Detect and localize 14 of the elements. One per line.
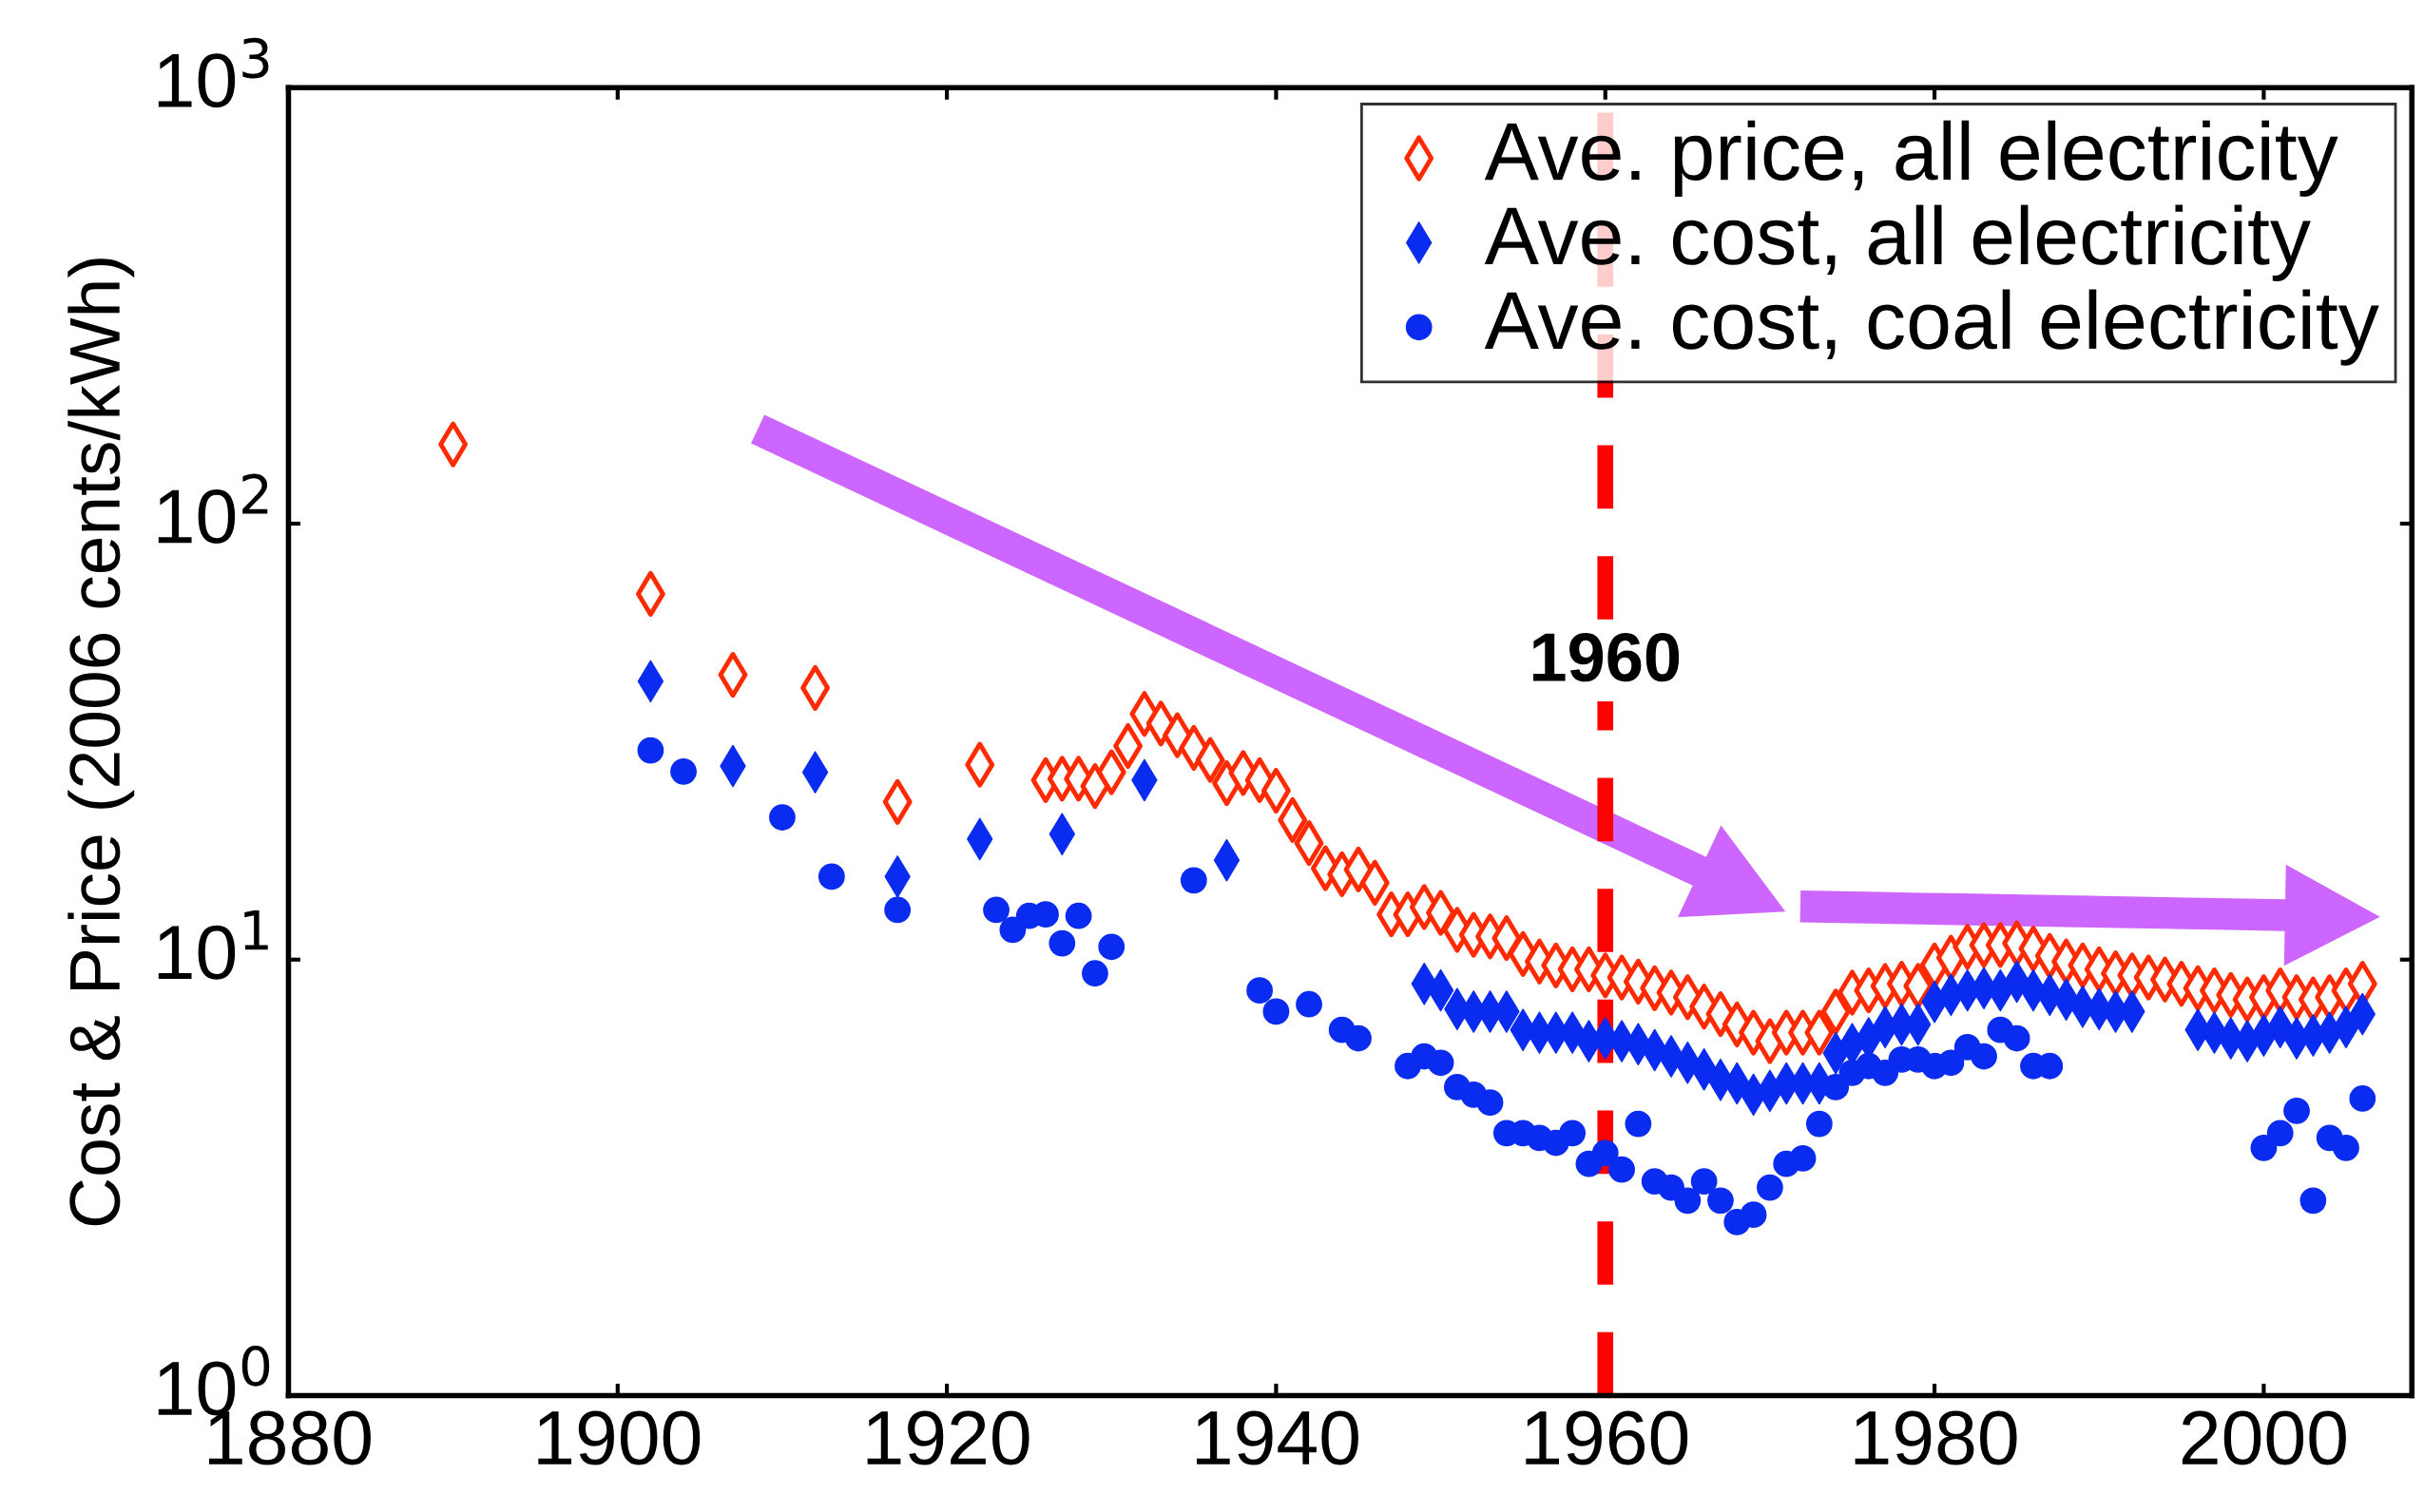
- x-tick-label: 2000: [2182, 1410, 2346, 1465]
- legend-label: Ave. cost, coal electricity: [1484, 289, 2379, 366]
- x-tick-label: 1960: [1526, 1410, 1688, 1465]
- x-tick-label: 1940: [1196, 1410, 1358, 1465]
- x-tick-label: 1980: [1855, 1410, 2017, 1465]
- y-tick-label: 10$^{1}$: [158, 910, 268, 980]
- x-tick-label: 1900: [538, 1410, 701, 1465]
- legend-label: Ave. price, all electricity: [1484, 120, 2338, 197]
- y-tick-label: 10$^{3}$: [158, 37, 269, 108]
- legend-label: Ave. cost, all electricity: [1484, 204, 2311, 281]
- x-tick-label: 1920: [867, 1410, 1029, 1465]
- ref-line-label: 1960: [1532, 633, 1680, 682]
- y-tick-label: 10$^{2}$: [158, 473, 268, 545]
- y-axis-title: Cost & Price (2006 cents/kWh): [67, 258, 135, 1226]
